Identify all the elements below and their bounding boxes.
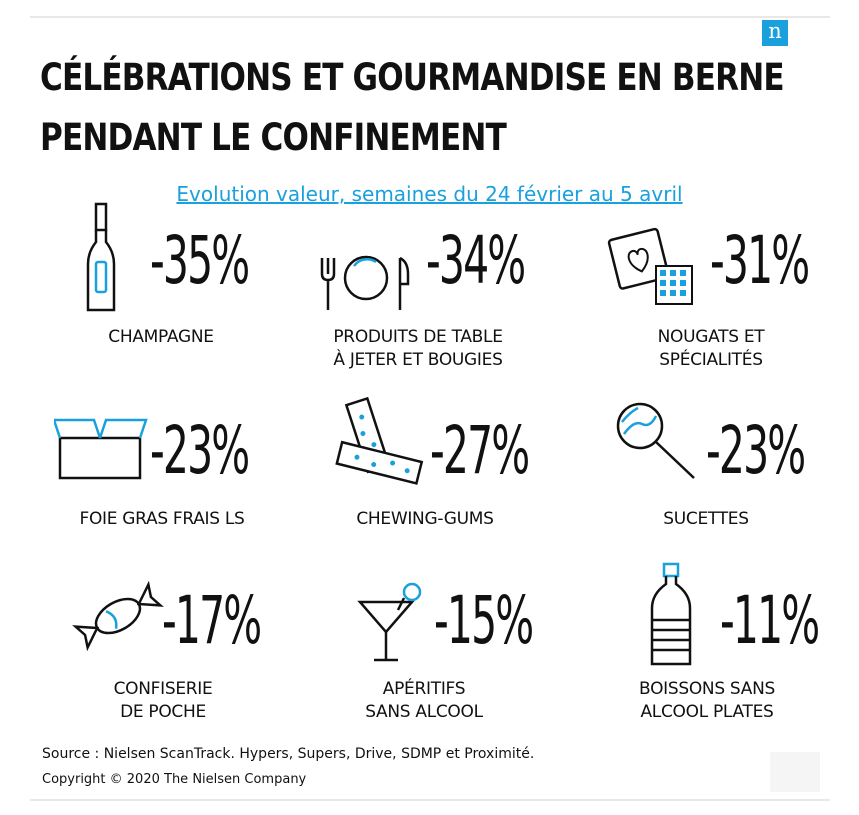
top-divider [30, 16, 830, 18]
cocktail-glass-icon [357, 582, 422, 662]
stat-label: CHAMPAGNE [108, 327, 214, 347]
page-title: CÉLÉBRATIONS ET GOURMANDISE EN BERNE PEN… [40, 48, 785, 168]
stat-label: APÉRITIFS SANS ALCOOL [365, 679, 483, 722]
title-line-1: CÉLÉBRATIONS ET GOURMANDISE EN BERNE [40, 56, 785, 99]
stat-tableware: -34% PRODUITS DE TABLE À JETER ET BOUGIE… [318, 200, 588, 370]
stat-value: -15% [434, 582, 534, 659]
corner-placeholder [770, 752, 820, 792]
stat-boissons: -11% BOISSONS SANS ALCOOL PLATES [639, 560, 859, 730]
stat-value: -17% [162, 582, 262, 659]
nougat-box-icon [607, 227, 693, 305]
stat-value: -23% [150, 412, 250, 489]
open-box-icon [54, 418, 148, 480]
title-line-2: PENDANT LE CONFINEMENT [40, 116, 507, 159]
stat-chewing-gums: -27% CHEWING-GUMS [330, 390, 600, 560]
stat-nougats: -31% NOUGATS ET SPÉCIALITÉS [604, 200, 859, 370]
stat-value: -11% [720, 582, 820, 659]
stat-label: SUCETTES [663, 509, 749, 529]
stat-label: NOUGATS ET SPÉCIALITÉS [657, 327, 765, 370]
water-bottle-icon [650, 562, 692, 666]
stat-confiserie: -17% CONFISERIE DE POCHE [70, 560, 340, 730]
tableware-icon [320, 255, 410, 310]
stat-champagne: -35% CHAMPAGNE [78, 200, 348, 370]
copyright-note: Copyright © 2020 The Nielsen Company [42, 772, 307, 787]
stat-label: BOISSONS SANS ALCOOL PLATES [639, 679, 775, 722]
chewing-gum-icon [335, 396, 424, 485]
stat-value: -31% [710, 222, 810, 299]
stat-sucettes: -23% SUCETTES [608, 390, 859, 560]
stat-label: CONFISERIE DE POCHE [113, 679, 213, 722]
lollipop-icon [616, 402, 695, 479]
stat-label: CHEWING-GUMS [356, 509, 494, 529]
stat-value: -23% [706, 412, 806, 489]
stat-aperitifs: -15% APÉRITIFS SANS ALCOOL [352, 560, 622, 730]
stat-label: PRODUITS DE TABLE À JETER ET BOUGIES [333, 327, 503, 370]
stat-foie-gras: -23% FOIE GRAS FRAIS LS [54, 390, 324, 560]
champagne-bottle-icon [86, 202, 116, 312]
candy-icon [72, 580, 164, 652]
stat-value: -35% [150, 222, 250, 299]
nielsen-logo: n [762, 20, 788, 46]
stat-label: FOIE GRAS FRAIS LS [79, 509, 245, 529]
subtitle-link[interactable]: Evolution valeur, semaines du 24 février… [176, 182, 683, 206]
stat-value: -34% [426, 222, 526, 299]
stat-value: -27% [430, 412, 530, 489]
source-note: Source : Nielsen ScanTrack. Hypers, Supe… [42, 746, 535, 762]
bottom-divider [30, 799, 830, 801]
